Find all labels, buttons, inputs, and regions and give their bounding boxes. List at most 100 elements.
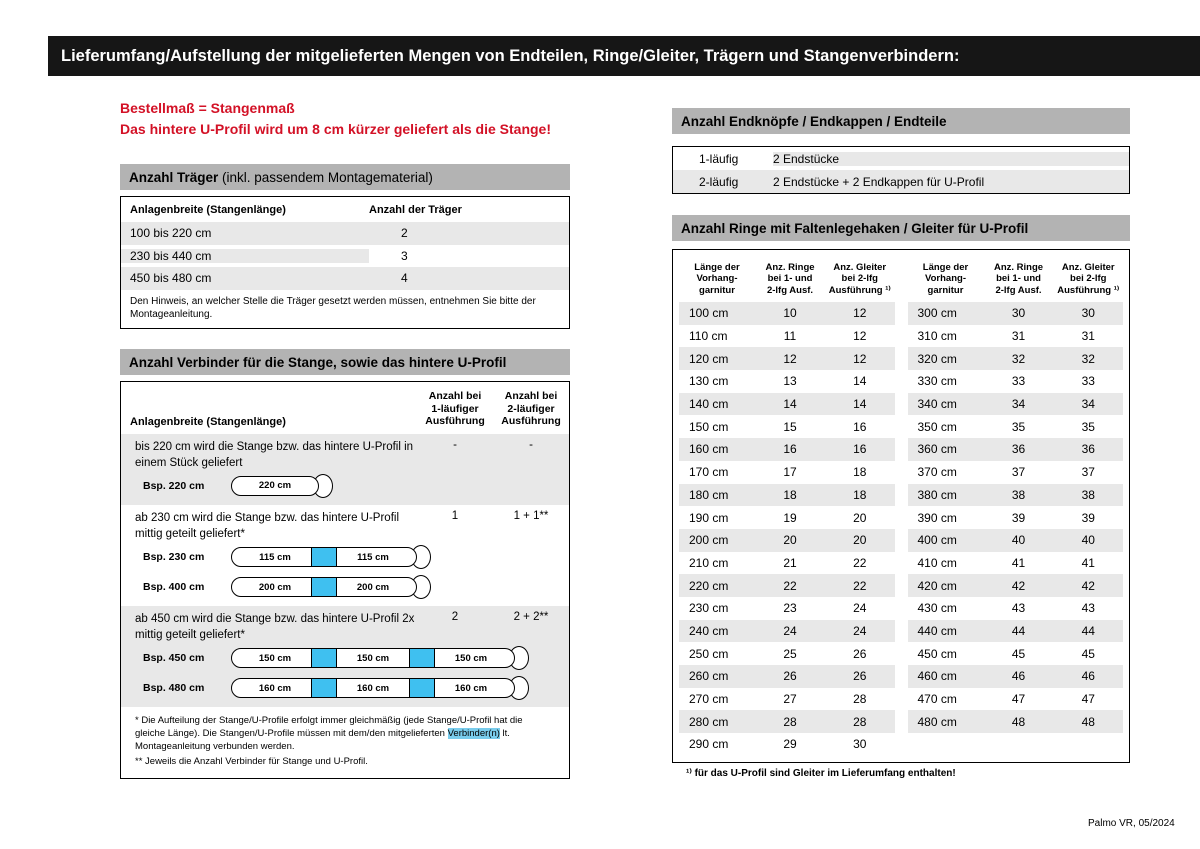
ring-table-row: 210 cm 21 22 <box>679 552 895 575</box>
ringe-count-cell: 12 <box>783 351 797 366</box>
ring-table-row: 300 cm 30 30 <box>907 302 1123 325</box>
ring-table-row: 150 cm 15 16 <box>679 415 895 438</box>
verbinder-table: Anlagenbreite (Stangenlänge) Anzahl bei … <box>120 381 570 779</box>
rod-segment: 150 cm <box>231 648 319 669</box>
rod-example-row: Bsp. 400 cm 200 cm 200 cm <box>121 572 569 602</box>
verbinder-section-ab-230: ab 230 cm wird die Stange bzw. das hinte… <box>121 505 569 606</box>
endstuecke-cell: 2 Endstücke + 2 Endkappen für U-Profil <box>773 174 1129 189</box>
ringe-count-cell: 36 <box>1011 442 1026 457</box>
header-line: Anzahl bei <box>504 390 558 402</box>
count-cell: 2 <box>401 226 408 241</box>
endteile-table: 1-läufig 2 Endstücke 2-läufig 2 Endstück… <box>672 146 1130 194</box>
rod-diagram: 220 cm <box>231 473 333 498</box>
length-cell: 180 cm <box>689 487 729 502</box>
ringe-count-cell: 22 <box>783 578 797 593</box>
rod-connector-icon <box>311 648 337 669</box>
gleiter-count-cell: 14 <box>853 397 867 412</box>
ringe-count-cell: 40 <box>1011 533 1026 548</box>
verbinder-section-header: Anzahl Verbinder für die Stange, sowie d… <box>120 349 570 375</box>
ring-table-row: 230 cm 23 24 <box>679 597 895 620</box>
rod-segment: 115 cm <box>231 547 319 568</box>
ring-table-row: 420 cm 42 42 <box>907 574 1123 597</box>
ringe-count-cell: 48 <box>1011 714 1026 729</box>
traeger-note: Den Hinweis, an welcher Stelle die Träge… <box>130 295 536 320</box>
rod-example-label: Bsp. 480 cm <box>143 682 205 695</box>
ring-table-row: 470 cm 47 47 <box>908 688 1124 711</box>
header-line: Anzahl bei <box>428 390 482 402</box>
range-cell: 230 bis 440 cm <box>121 248 369 263</box>
ring-table-row: 350 cm 35 35 <box>908 415 1124 438</box>
laeufig-cell: 1-läufig <box>699 151 739 166</box>
gleiter-count-cell: 12 <box>853 329 867 344</box>
ringe-count-cell: 37 <box>1011 465 1026 480</box>
section-text-row: ab 230 cm wird die Stange bzw. das hinte… <box>121 510 569 542</box>
length-cell: 440 cm <box>917 623 957 638</box>
ring-table-row: 330 cm 33 33 <box>908 370 1124 393</box>
column-header-ringe: Anz. Ringe bei 1- und 2-lfg Ausf. <box>984 262 1054 296</box>
notice-line-1: Bestellmaß = Stangenmaß <box>120 100 295 116</box>
ringe-count-cell: 15 <box>783 419 797 434</box>
length-cell: 160 cm <box>689 442 729 457</box>
ring-table-header-row: Länge der Vorhang- garnitur Anz. Ringe b… <box>679 256 895 302</box>
traeger-title-bold: Anzahl Träger <box>129 169 219 185</box>
gleiter-count-cell: 30 <box>1081 306 1095 321</box>
ring-table-row: 400 cm 40 40 <box>907 528 1123 552</box>
length-cell: 380 cm <box>917 487 957 502</box>
ring-table-row: 180 cm 18 18 <box>679 483 895 507</box>
rod-connector-icon <box>311 577 337 598</box>
ringe-count-cell: 45 <box>1011 646 1026 661</box>
section-text-row: bis 220 cm wird die Stange bzw. das hint… <box>121 439 569 471</box>
header-line: Ausführung <box>501 415 561 428</box>
gleiter-count-cell: 22 <box>853 555 867 570</box>
gleiter-count-cell: 41 <box>1081 555 1095 570</box>
length-cell: 480 cm <box>917 714 957 729</box>
ringe-section-header: Anzahl Ringe mit Faltenlegehaken / Gleit… <box>672 215 1130 241</box>
ring-table-row: 410 cm 41 41 <box>908 552 1124 575</box>
column-header-ringe: Anz. Ringe bei 1- und 2-lfg Ausf. <box>755 262 825 296</box>
traeger-table-header-row: Anlagenbreite (Stangenlänge) Anzahl der … <box>121 197 569 222</box>
column-header-anlagenbreite: Anlagenbreite (Stangenlänge) <box>130 415 286 428</box>
ringe-count-cell: 24 <box>783 623 797 638</box>
header-line: Ausführung ¹⁾ <box>828 284 891 296</box>
notice-line-2: Das hintere U-Profil wird um 8 cm kürzer… <box>120 121 552 137</box>
header-line: Länge der <box>922 262 969 274</box>
gleiter-count-cell: 14 <box>853 374 867 389</box>
ringe-count-cell: 26 <box>783 669 797 684</box>
ringe-tables: Länge der Vorhang- garnitur Anz. Ringe b… <box>672 249 1130 763</box>
rod-example-label: Bsp. 400 cm <box>143 581 205 594</box>
header-line: Ausführung <box>425 415 485 428</box>
ring-table-row: 440 cm 44 44 <box>907 619 1123 643</box>
length-cell: 110 cm <box>689 329 728 344</box>
ring-table-row: 480 cm 48 48 <box>907 710 1123 734</box>
gleiter-count-cell: 38 <box>1081 487 1095 502</box>
length-cell: 430 cm <box>917 601 957 616</box>
header-line: Anz. Gleiter <box>833 262 887 274</box>
gleiter-count-cell: 12 <box>853 351 867 366</box>
length-cell: 460 cm <box>917 669 957 684</box>
value-1-laeufig: 1 <box>451 509 459 522</box>
length-cell: 320 cm <box>917 351 957 366</box>
ringe-count-cell: 34 <box>1011 397 1026 412</box>
gleiter-count-cell: 30 <box>853 737 867 752</box>
header-line: Anz. Gleiter <box>1061 262 1115 274</box>
length-cell: 340 cm <box>917 397 957 412</box>
section-description: ab 450 cm wird die Stange bzw. das hinte… <box>135 613 415 642</box>
length-cell: 420 cm <box>917 578 957 593</box>
ring-table-row: 130 cm 13 14 <box>679 370 895 393</box>
ringe-count-cell: 29 <box>783 737 797 752</box>
length-cell: 200 cm <box>689 533 729 548</box>
length-cell: 390 cm <box>917 510 957 525</box>
traeger-table-body: 100 bis 220 cm 2 230 bis 440 cm 3 450 bi… <box>121 222 569 290</box>
value-2-laeufig: 2 + 2** <box>513 611 549 624</box>
ring-table-row: 340 cm 34 34 <box>907 392 1123 416</box>
title-bar: Lieferumfang/Aufstellung der mitgeliefer… <box>48 36 1200 76</box>
rod-diagram: 200 cm 200 cm <box>231 575 431 600</box>
ring-table-row: 390 cm 39 39 <box>908 506 1124 529</box>
rod-example-row: Bsp. 480 cm 160 cm 160 cm 160 cm <box>121 673 569 703</box>
gleiter-count-cell: 48 <box>1081 714 1095 729</box>
ringe-count-cell: 43 <box>1011 601 1026 616</box>
length-cell: 370 cm <box>917 465 957 480</box>
length-cell: 190 cm <box>689 510 729 525</box>
rod-segment: 150 cm <box>329 648 417 669</box>
rod-example-label: Bsp. 220 cm <box>143 479 205 492</box>
